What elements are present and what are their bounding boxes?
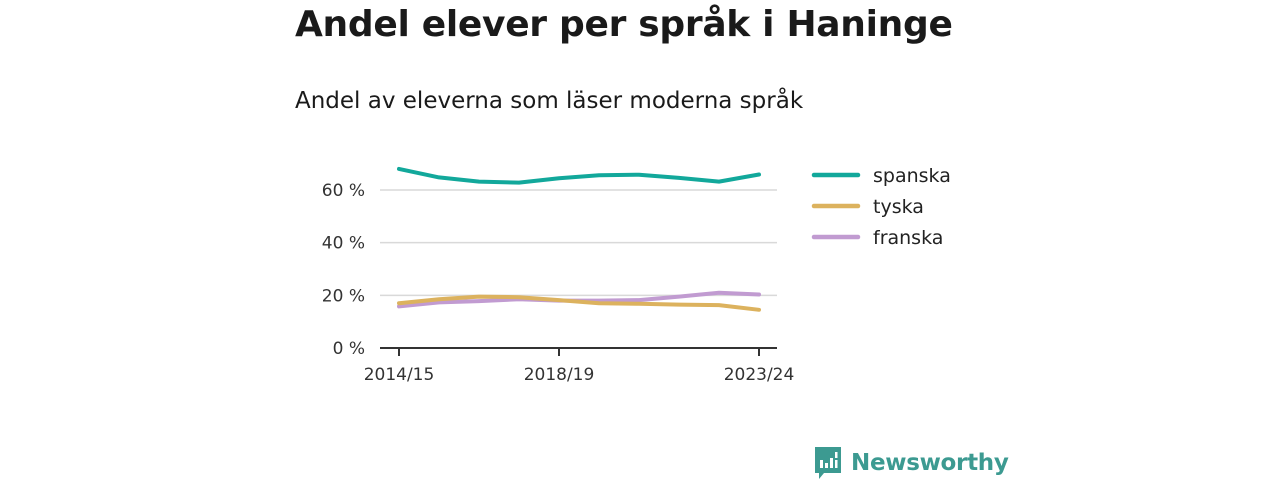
newsworthy-logo-icon: [815, 447, 841, 479]
y-tick-label: 40 %: [322, 234, 365, 254]
newsworthy-logo: Newsworthy: [814, 446, 1009, 480]
x-tick-label: 2023/24: [724, 365, 795, 385]
legend-label-spanska: spanska: [873, 165, 951, 187]
y-tick-label: 20 %: [322, 286, 365, 306]
line-chart: 0 % 20 % 40 % 60 % 2014/15 2018/19 2023/24 sp…: [322, 165, 951, 385]
grid-lines: [380, 189, 777, 297]
chart-subtitle: Andel av eleverna som läser moderna språ…: [295, 88, 804, 114]
legend-label-franska: franska: [873, 227, 943, 249]
x-axis-tick-labels: 2014/15 2018/19 2023/24: [364, 365, 795, 385]
legend: spanska tyska franska: [811, 165, 951, 249]
chart-title: Andel elever per språk i Haninge: [295, 4, 953, 45]
x-axis: [380, 347, 777, 356]
y-tick-label: 0 %: [333, 339, 365, 359]
series-lines: [397, 166, 761, 312]
x-tick-label: 2018/19: [524, 365, 595, 385]
series-line-tyska: [397, 294, 761, 312]
x-tick-label: 2014/15: [364, 365, 435, 385]
y-tick-label: 60 %: [322, 181, 365, 201]
series-line-spanska: [397, 166, 761, 185]
logo-text: Newsworthy: [851, 450, 1009, 476]
y-axis-tick-labels: 0 % 20 % 40 % 60 %: [322, 181, 365, 359]
legend-label-tyska: tyska: [873, 196, 924, 218]
